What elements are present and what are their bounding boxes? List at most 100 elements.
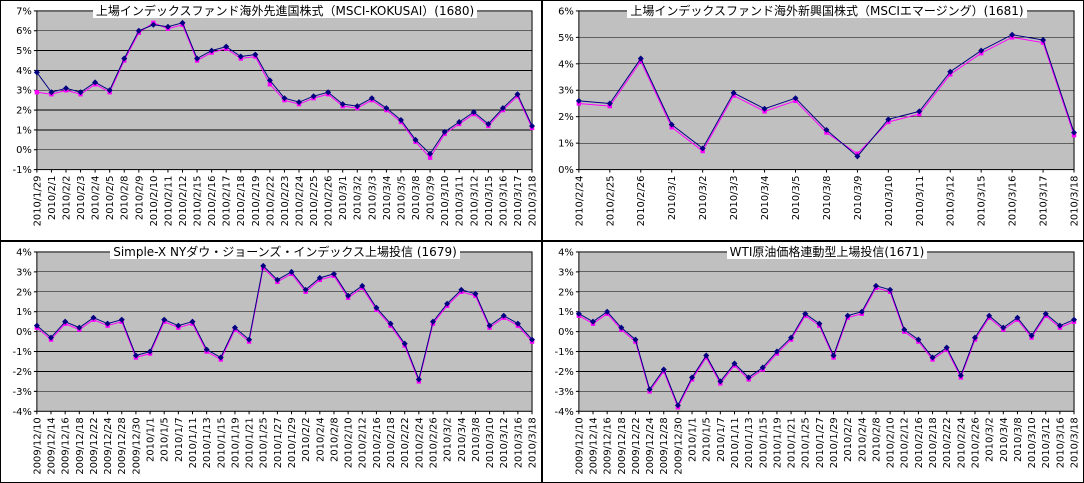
svg-text:2010/3/17: 2010/3/17	[513, 176, 524, 227]
svg-text:2010/3/10: 2010/3/10	[485, 417, 496, 468]
svg-text:2009/12/14: 2009/12/14	[47, 417, 58, 474]
svg-text:5%: 5%	[558, 33, 574, 44]
svg-text:4%: 4%	[16, 66, 32, 77]
svg-text:2010/2/5: 2010/2/5	[105, 176, 116, 221]
svg-text:2010/3/2: 2010/3/2	[353, 176, 364, 221]
svg-text:2010/3/8: 2010/3/8	[1013, 417, 1024, 462]
svg-text:2010/3/12: 2010/3/12	[469, 176, 480, 227]
svg-text:2010/1/1: 2010/1/1	[688, 417, 699, 462]
svg-text:2010/2/18: 2010/2/18	[386, 417, 397, 468]
svg-text:2010/2/16: 2010/2/16	[372, 417, 383, 468]
svg-text:2010/2/8: 2010/2/8	[329, 417, 340, 462]
svg-text:2010/1/29: 2010/1/29	[287, 417, 298, 468]
svg-text:2010/2/25: 2010/2/25	[309, 176, 320, 227]
svg-text:2010/3/10: 2010/3/10	[884, 176, 895, 227]
chart-canvas-fund-1680: 7%6%5%4%3%2%1%0%-1%2010/1/29 2010/2/1 2010…	[12, 6, 539, 227]
svg-text:2010/2/4: 2010/2/4	[91, 176, 102, 221]
svg-text:5%: 5%	[16, 46, 32, 57]
svg-text:2010/3/12: 2010/3/12	[946, 176, 957, 227]
chart-canvas-fund-1679: 4% 3% 2% 1% 0% -1% -2% -3% -4%2009/12/10 2009/12/…	[12, 247, 538, 474]
chart-panel-fund-1681: 6% 5% 4% 3% 2% 1% 0% 2010/2/24 2010/2/25 2010/2/2…	[542, 0, 1084, 241]
svg-text:2010/2/4: 2010/2/4	[857, 417, 868, 462]
svg-text:2009/12/18: 2009/12/18	[617, 417, 628, 474]
svg-text:1%: 1%	[16, 125, 32, 136]
svg-text:2010/3/3: 2010/3/3	[729, 176, 740, 221]
svg-text:2010/3/12: 2010/3/12	[1041, 417, 1052, 468]
svg-text:2010/3/18: 2010/3/18	[1070, 417, 1081, 468]
svg-text:1%: 1%	[558, 307, 574, 318]
svg-text:2010/3/10: 2010/3/10	[1027, 417, 1038, 468]
svg-text:-4%: -4%	[554, 407, 573, 418]
svg-text:2010/2/8: 2010/2/8	[120, 176, 131, 221]
svg-text:2010/2/12: 2010/2/12	[358, 417, 369, 468]
svg-text:2009/12/30: 2009/12/30	[673, 417, 684, 474]
svg-text:2010/2/18: 2010/2/18	[236, 176, 247, 227]
svg-text:2010/2/11: 2010/2/11	[163, 176, 174, 227]
svg-text:-4%: -4%	[12, 407, 31, 418]
svg-text:1%: 1%	[16, 307, 32, 318]
svg-text:2010/2/24: 2010/2/24	[956, 417, 967, 468]
svg-text:2010/1/15: 2010/1/15	[758, 417, 769, 468]
svg-text:2010/2/16: 2010/2/16	[207, 176, 218, 227]
svg-text:2010/3/16: 2010/3/16	[1055, 417, 1066, 468]
svg-text:2010/1/29: 2010/1/29	[829, 417, 840, 468]
svg-text:2010/2/2: 2010/2/2	[61, 176, 72, 221]
svg-text:2010/1/21: 2010/1/21	[787, 417, 798, 468]
svg-text:-3%: -3%	[554, 387, 573, 398]
svg-text:2010/2/2: 2010/2/2	[843, 417, 854, 462]
svg-text:2010/3/8: 2010/3/8	[822, 176, 833, 221]
svg-text:2010/2/25: 2010/2/25	[605, 176, 616, 227]
svg-text:2010/1/25: 2010/1/25	[801, 417, 812, 468]
svg-text:2009/12/24: 2009/12/24	[645, 417, 656, 474]
svg-text:2010/3/8: 2010/3/8	[471, 417, 482, 462]
svg-text:3%: 3%	[558, 267, 574, 278]
svg-text:2010/1/27: 2010/1/27	[273, 417, 284, 468]
chart-panel-fund-1671: 4% 3% 2% 1% 0% -1% -2% -3% -4% 2009/12/10 2009/12/…	[542, 241, 1084, 483]
chart-canvas-fund-1681: 6% 5% 4% 3% 2% 1% 0%2010/2/24 2010/2/25 2010/2/2…	[558, 6, 1080, 227]
svg-text:2010/2/22: 2010/2/22	[265, 176, 276, 227]
svg-text:2009/12/30: 2009/12/30	[131, 417, 142, 474]
svg-text:2009/12/18: 2009/12/18	[75, 417, 86, 474]
svg-text:2010/1/29: 2010/1/29	[32, 176, 43, 227]
svg-text:2010/1/5: 2010/1/5	[160, 417, 171, 462]
svg-text:-1%: -1%	[554, 347, 573, 358]
svg-text:2010/2/24: 2010/2/24	[574, 176, 585, 227]
svg-text:2009/12/22: 2009/12/22	[89, 417, 100, 474]
svg-text:2010/3/17: 2010/3/17	[1039, 176, 1050, 227]
svg-text:4%: 4%	[558, 59, 574, 70]
svg-text:2010/3/18: 2010/3/18	[528, 176, 539, 227]
svg-text:2009/12/14: 2009/12/14	[589, 417, 600, 474]
svg-text:2010/3/16: 2010/3/16	[498, 176, 509, 227]
svg-text:2010/3/1: 2010/3/1	[338, 176, 349, 221]
svg-text:2010/2/22: 2010/2/22	[400, 417, 411, 468]
svg-text:2010/1/11: 2010/1/11	[188, 417, 199, 468]
svg-text:2010/3/4: 2010/3/4	[457, 417, 468, 462]
svg-text:2010/3/11: 2010/3/11	[455, 176, 466, 227]
svg-text:2010/2/10: 2010/2/10	[886, 417, 897, 468]
svg-text:2010/3/16: 2010/3/16	[1008, 176, 1019, 227]
chart-canvas-fund-1671: 4% 3% 2% 1% 0% -1% -2% -3% -4%2009/12/10 2009/12/…	[554, 247, 1081, 474]
svg-text:2010/2/10: 2010/2/10	[344, 417, 355, 468]
svg-text:2009/12/10: 2009/12/10	[32, 417, 43, 474]
svg-text:2010/1/27: 2010/1/27	[815, 417, 826, 468]
svg-text:6%: 6%	[558, 6, 574, 17]
svg-text:2010/2/24: 2010/2/24	[294, 176, 305, 227]
svg-text:2010/3/16: 2010/3/16	[513, 417, 524, 468]
svg-text:2010/2/12: 2010/2/12	[178, 176, 189, 227]
svg-text:2010/2/18: 2010/2/18	[928, 417, 939, 468]
svg-text:-3%: -3%	[12, 387, 31, 398]
svg-text:2010/3/4: 2010/3/4	[382, 176, 393, 221]
svg-text:4%: 4%	[558, 247, 574, 258]
svg-text:2010/1/5: 2010/1/5	[702, 417, 713, 462]
svg-text:2010/3/2: 2010/3/2	[985, 417, 996, 462]
svg-text:4%: 4%	[16, 247, 32, 258]
svg-text:2010/1/15: 2010/1/15	[216, 417, 227, 468]
svg-text:-1%: -1%	[12, 165, 31, 176]
svg-text:0%: 0%	[16, 145, 32, 156]
svg-text:2010/2/15: 2010/2/15	[193, 176, 204, 227]
svg-text:2010/2/22: 2010/2/22	[942, 417, 953, 468]
svg-text:2%: 2%	[558, 112, 574, 123]
svg-text:2010/2/23: 2010/2/23	[280, 176, 291, 227]
svg-text:2010/2/10: 2010/2/10	[149, 176, 160, 227]
